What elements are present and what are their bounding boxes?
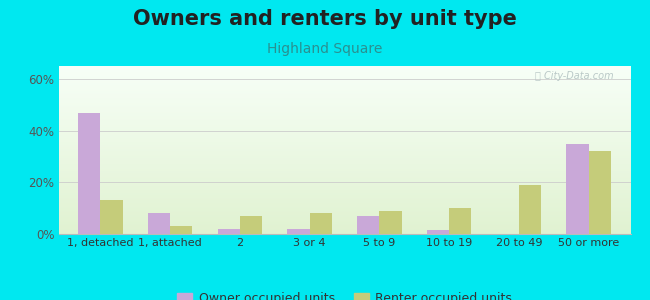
Bar [287, 229, 309, 234]
Bar [100, 200, 123, 234]
Bar [449, 208, 471, 234]
Text: ⓘ City-Data.com: ⓘ City-Data.com [535, 71, 614, 81]
Bar [380, 211, 402, 234]
Legend: Owner occupied units, Renter occupied units: Owner occupied units, Renter occupied un… [172, 287, 517, 300]
Bar [148, 213, 170, 234]
Bar [357, 216, 380, 234]
Bar [427, 230, 449, 234]
Text: Owners and renters by unit type: Owners and renters by unit type [133, 9, 517, 29]
Text: Highland Square: Highland Square [267, 42, 383, 56]
Bar [170, 226, 192, 234]
Bar [240, 216, 262, 234]
Bar [78, 112, 100, 234]
Bar [218, 229, 240, 234]
Bar [309, 213, 332, 234]
Bar [589, 151, 611, 234]
Bar [519, 185, 541, 234]
Bar [566, 143, 589, 234]
